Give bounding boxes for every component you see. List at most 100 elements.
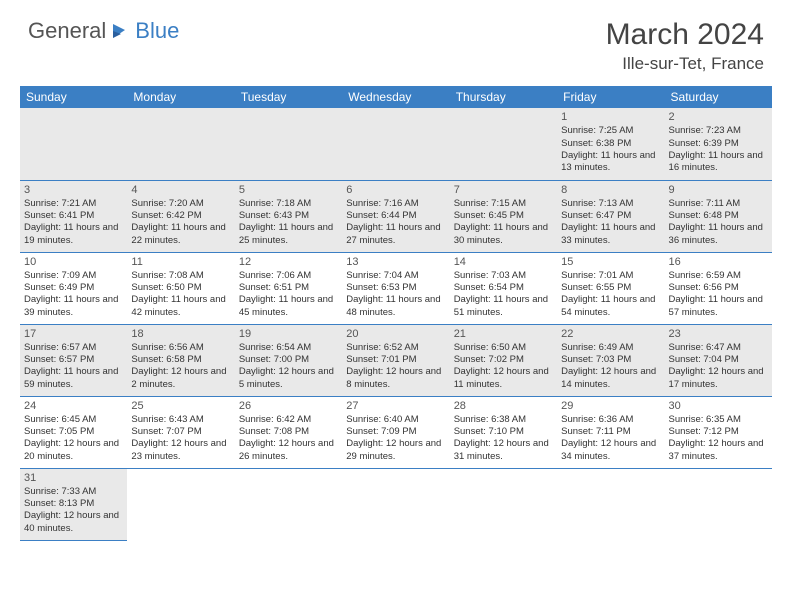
- calendar-day-cell: 25Sunrise: 6:43 AMSunset: 7:07 PMDayligh…: [127, 396, 234, 468]
- day-info: Sunrise: 7:09 AMSunset: 6:49 PMDaylight:…: [24, 270, 123, 319]
- calendar-empty-cell: [342, 108, 449, 180]
- day-number: 16: [669, 255, 768, 269]
- calendar-day-cell: 22Sunrise: 6:49 AMSunset: 7:03 PMDayligh…: [557, 324, 664, 396]
- calendar-day-cell: 24Sunrise: 6:45 AMSunset: 7:05 PMDayligh…: [20, 396, 127, 468]
- day-info: Sunrise: 6:49 AMSunset: 7:03 PMDaylight:…: [561, 342, 660, 391]
- weekday-header-row: SundayMondayTuesdayWednesdayThursdayFrid…: [20, 86, 772, 108]
- day-number: 21: [454, 327, 553, 341]
- day-info: Sunrise: 6:50 AMSunset: 7:02 PMDaylight:…: [454, 342, 553, 391]
- day-info: Sunrise: 7:06 AMSunset: 6:51 PMDaylight:…: [239, 270, 338, 319]
- day-number: 3: [24, 183, 123, 197]
- calendar-day-cell: 12Sunrise: 7:06 AMSunset: 6:51 PMDayligh…: [235, 252, 342, 324]
- day-info: Sunrise: 7:03 AMSunset: 6:54 PMDaylight:…: [454, 270, 553, 319]
- calendar-day-cell: 30Sunrise: 6:35 AMSunset: 7:12 PMDayligh…: [665, 396, 772, 468]
- calendar-empty-cell: [127, 108, 234, 180]
- calendar-day-cell: 1Sunrise: 7:25 AMSunset: 6:38 PMDaylight…: [557, 108, 664, 180]
- calendar-table: SundayMondayTuesdayWednesdayThursdayFrid…: [20, 86, 772, 541]
- calendar-week-row: 3Sunrise: 7:21 AMSunset: 6:41 PMDaylight…: [20, 180, 772, 252]
- day-number: 24: [24, 399, 123, 413]
- calendar-day-cell: 15Sunrise: 7:01 AMSunset: 6:55 PMDayligh…: [557, 252, 664, 324]
- day-info: Sunrise: 6:45 AMSunset: 7:05 PMDaylight:…: [24, 414, 123, 463]
- day-number: 12: [239, 255, 338, 269]
- day-info: Sunrise: 6:42 AMSunset: 7:08 PMDaylight:…: [239, 414, 338, 463]
- calendar-day-cell: 7Sunrise: 7:15 AMSunset: 6:45 PMDaylight…: [450, 180, 557, 252]
- weekday-header: Sunday: [20, 86, 127, 108]
- day-number: 15: [561, 255, 660, 269]
- calendar-day-cell: 9Sunrise: 7:11 AMSunset: 6:48 PMDaylight…: [665, 180, 772, 252]
- weekday-header: Thursday: [450, 86, 557, 108]
- calendar-week-row: 31Sunrise: 7:33 AMSunset: 8:13 PMDayligh…: [20, 468, 772, 540]
- day-number: 29: [561, 399, 660, 413]
- location-label: Ille-sur-Tet, France: [606, 54, 764, 74]
- logo-text-blue: Blue: [135, 18, 179, 44]
- calendar-empty-cell: [665, 468, 772, 540]
- day-info: Sunrise: 7:08 AMSunset: 6:50 PMDaylight:…: [131, 270, 230, 319]
- calendar-day-cell: 11Sunrise: 7:08 AMSunset: 6:50 PMDayligh…: [127, 252, 234, 324]
- day-number: 17: [24, 327, 123, 341]
- day-info: Sunrise: 6:54 AMSunset: 7:00 PMDaylight:…: [239, 342, 338, 391]
- calendar-day-cell: 21Sunrise: 6:50 AMSunset: 7:02 PMDayligh…: [450, 324, 557, 396]
- calendar-day-cell: 23Sunrise: 6:47 AMSunset: 7:04 PMDayligh…: [665, 324, 772, 396]
- day-info: Sunrise: 6:57 AMSunset: 6:57 PMDaylight:…: [24, 342, 123, 391]
- day-number: 13: [346, 255, 445, 269]
- day-info: Sunrise: 7:23 AMSunset: 6:39 PMDaylight:…: [669, 125, 768, 174]
- calendar-day-cell: 3Sunrise: 7:21 AMSunset: 6:41 PMDaylight…: [20, 180, 127, 252]
- weekday-header: Tuesday: [235, 86, 342, 108]
- calendar-day-cell: 17Sunrise: 6:57 AMSunset: 6:57 PMDayligh…: [20, 324, 127, 396]
- day-number: 22: [561, 327, 660, 341]
- day-number: 10: [24, 255, 123, 269]
- day-info: Sunrise: 7:15 AMSunset: 6:45 PMDaylight:…: [454, 198, 553, 247]
- logo-text-general: General: [28, 18, 106, 44]
- day-number: 30: [669, 399, 768, 413]
- day-number: 2: [669, 110, 768, 124]
- weekday-header: Monday: [127, 86, 234, 108]
- day-info: Sunrise: 7:01 AMSunset: 6:55 PMDaylight:…: [561, 270, 660, 319]
- day-number: 11: [131, 255, 230, 269]
- day-number: 4: [131, 183, 230, 197]
- calendar-week-row: 1Sunrise: 7:25 AMSunset: 6:38 PMDaylight…: [20, 108, 772, 180]
- day-info: Sunrise: 7:25 AMSunset: 6:38 PMDaylight:…: [561, 125, 660, 174]
- day-number: 25: [131, 399, 230, 413]
- day-info: Sunrise: 7:21 AMSunset: 6:41 PMDaylight:…: [24, 198, 123, 247]
- calendar-day-cell: 31Sunrise: 7:33 AMSunset: 8:13 PMDayligh…: [20, 468, 127, 540]
- day-info: Sunrise: 7:16 AMSunset: 6:44 PMDaylight:…: [346, 198, 445, 247]
- calendar-day-cell: 19Sunrise: 6:54 AMSunset: 7:00 PMDayligh…: [235, 324, 342, 396]
- day-info: Sunrise: 7:18 AMSunset: 6:43 PMDaylight:…: [239, 198, 338, 247]
- calendar-day-cell: 8Sunrise: 7:13 AMSunset: 6:47 PMDaylight…: [557, 180, 664, 252]
- calendar-week-row: 24Sunrise: 6:45 AMSunset: 7:05 PMDayligh…: [20, 396, 772, 468]
- calendar-day-cell: 10Sunrise: 7:09 AMSunset: 6:49 PMDayligh…: [20, 252, 127, 324]
- day-info: Sunrise: 7:20 AMSunset: 6:42 PMDaylight:…: [131, 198, 230, 247]
- day-info: Sunrise: 7:33 AMSunset: 8:13 PMDaylight:…: [24, 486, 123, 535]
- calendar-day-cell: 4Sunrise: 7:20 AMSunset: 6:42 PMDaylight…: [127, 180, 234, 252]
- logo: General Blue: [28, 18, 179, 44]
- day-number: 1: [561, 110, 660, 124]
- month-title: March 2024: [606, 18, 764, 52]
- day-info: Sunrise: 6:59 AMSunset: 6:56 PMDaylight:…: [669, 270, 768, 319]
- day-info: Sunrise: 6:40 AMSunset: 7:09 PMDaylight:…: [346, 414, 445, 463]
- calendar-empty-cell: [127, 468, 234, 540]
- calendar-day-cell: 27Sunrise: 6:40 AMSunset: 7:09 PMDayligh…: [342, 396, 449, 468]
- day-info: Sunrise: 6:47 AMSunset: 7:04 PMDaylight:…: [669, 342, 768, 391]
- day-number: 7: [454, 183, 553, 197]
- calendar-day-cell: 20Sunrise: 6:52 AMSunset: 7:01 PMDayligh…: [342, 324, 449, 396]
- day-number: 18: [131, 327, 230, 341]
- calendar-empty-cell: [20, 108, 127, 180]
- day-number: 8: [561, 183, 660, 197]
- calendar-day-cell: 18Sunrise: 6:56 AMSunset: 6:58 PMDayligh…: [127, 324, 234, 396]
- day-number: 14: [454, 255, 553, 269]
- day-info: Sunrise: 7:13 AMSunset: 6:47 PMDaylight:…: [561, 198, 660, 247]
- calendar-empty-cell: [235, 468, 342, 540]
- day-number: 6: [346, 183, 445, 197]
- day-info: Sunrise: 7:11 AMSunset: 6:48 PMDaylight:…: [669, 198, 768, 247]
- day-number: 26: [239, 399, 338, 413]
- calendar-empty-cell: [235, 108, 342, 180]
- day-info: Sunrise: 6:52 AMSunset: 7:01 PMDaylight:…: [346, 342, 445, 391]
- calendar-day-cell: 28Sunrise: 6:38 AMSunset: 7:10 PMDayligh…: [450, 396, 557, 468]
- weekday-header: Friday: [557, 86, 664, 108]
- weekday-header: Wednesday: [342, 86, 449, 108]
- day-info: Sunrise: 6:36 AMSunset: 7:11 PMDaylight:…: [561, 414, 660, 463]
- day-number: 9: [669, 183, 768, 197]
- day-number: 31: [24, 471, 123, 485]
- day-number: 20: [346, 327, 445, 341]
- calendar-day-cell: 13Sunrise: 7:04 AMSunset: 6:53 PMDayligh…: [342, 252, 449, 324]
